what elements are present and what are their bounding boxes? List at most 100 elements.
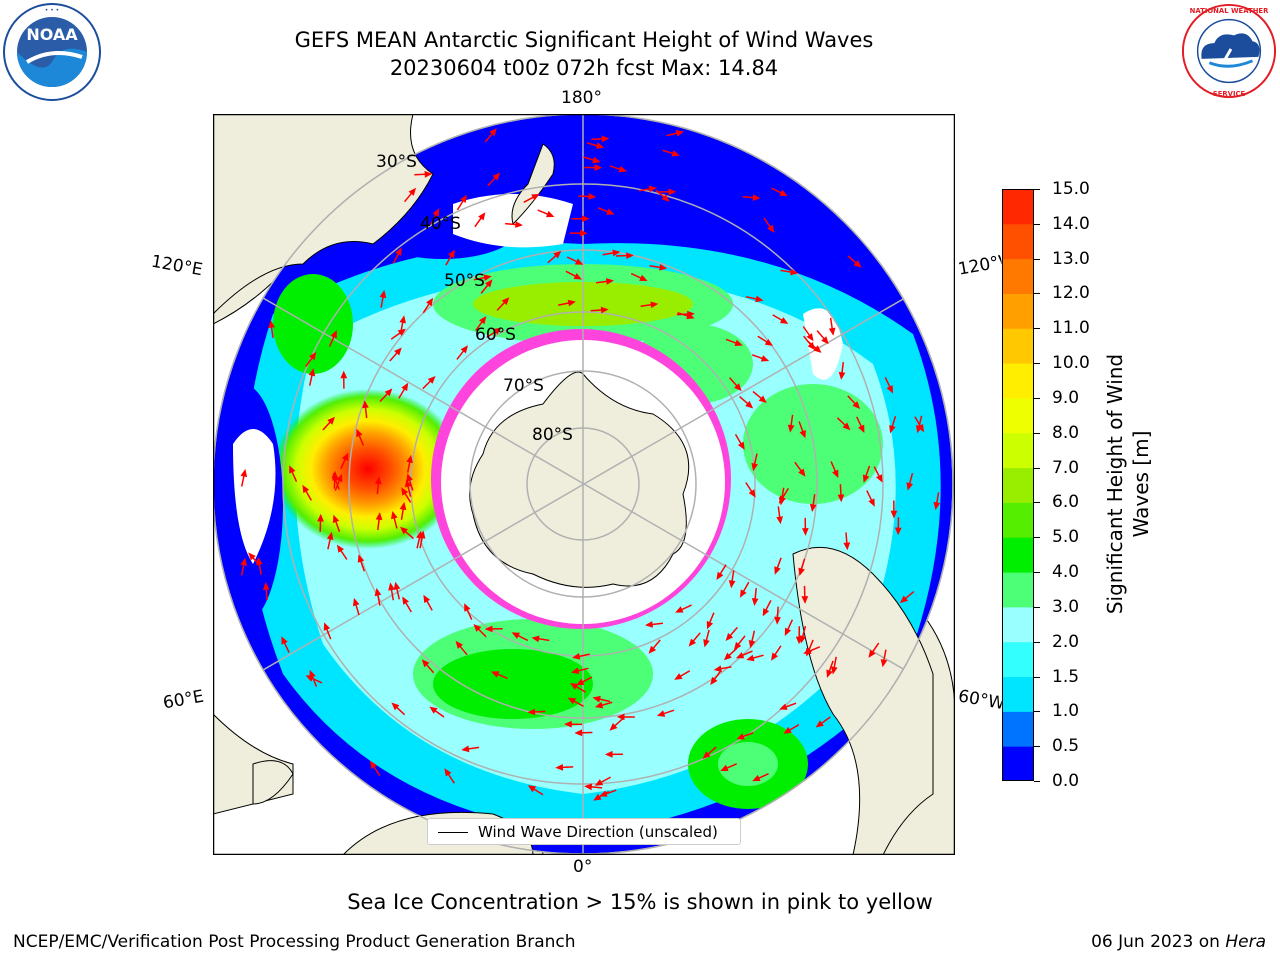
wind-arrow-head — [423, 594, 431, 603]
wind-arrow-head — [675, 130, 684, 137]
wind-arrow-head — [852, 401, 861, 409]
legend-entry: Wind Wave Direction (unscaled) — [478, 823, 718, 841]
wind-arrow-head — [807, 342, 816, 351]
wind-arrow-head — [432, 208, 440, 217]
wind-arrow-head — [485, 279, 493, 288]
colorbar-tick-mark — [1034, 467, 1040, 469]
wind-arrow-head — [572, 653, 581, 660]
wind-arrow-head — [862, 474, 870, 483]
footer-credit: NCEP/EMC/Verification Post Processing Pr… — [13, 932, 576, 952]
wind-arrow-head — [393, 581, 401, 590]
wind-arrow-head — [460, 345, 468, 354]
wind-arrow-head — [515, 221, 523, 228]
wind-arrow-head — [483, 274, 492, 281]
wind-arrow-head — [404, 479, 412, 488]
wind-arrow-head — [426, 297, 434, 307]
wind-arrow-head — [600, 306, 609, 314]
colorbar-tick-label: 4.0 — [1052, 562, 1080, 583]
colorbar-band — [1002, 676, 1034, 712]
wind-arrow-head — [868, 649, 876, 658]
wind-arrow-head — [399, 501, 407, 511]
colorbar-band — [1002, 467, 1034, 503]
wind-arrow-head — [397, 328, 406, 336]
wind-arrow-head — [626, 252, 634, 259]
wind-arrow-head — [584, 783, 593, 791]
wind-arrow-head — [240, 468, 248, 478]
wind-arrow-head — [853, 260, 862, 268]
wind-arrow-head — [309, 669, 316, 679]
lon-label-60w: 60°W — [956, 686, 1004, 714]
wind-arrow-head — [581, 215, 590, 223]
wind-arrow-head — [710, 676, 718, 686]
wind-arrow-head — [484, 625, 493, 633]
colorbar-tick-mark — [1034, 189, 1040, 190]
wind-arrow-head — [424, 170, 433, 178]
wind-arrow-head — [461, 745, 470, 753]
wind-arrow-head — [289, 465, 296, 474]
lon-label-120e: 120°E — [149, 251, 205, 281]
wind-arrow-head — [341, 452, 349, 461]
wind-arrow-head — [609, 723, 618, 731]
wind-arrow-head — [868, 498, 875, 507]
wind-arrow-head — [639, 274, 648, 281]
wind-arrow-head — [774, 566, 781, 575]
wind-arrow-head — [746, 654, 755, 662]
wind-arrow-head — [779, 317, 789, 324]
wind-arrow-head — [612, 249, 621, 257]
map-frame — [213, 114, 955, 855]
colorbar-band — [1002, 606, 1034, 643]
wind-arrow-head — [648, 185, 657, 193]
wind-arrow-head — [806, 333, 814, 342]
colorbar-band — [1002, 711, 1034, 747]
wind-arrow-head — [317, 513, 324, 522]
lat-label-30s: 30°S — [376, 152, 417, 172]
lat-label-60s: 60°S — [475, 325, 516, 345]
colorbar-tick-label: 9.0 — [1052, 387, 1080, 408]
colorbar-tick-mark — [1034, 258, 1040, 260]
wind-arrow-head — [739, 589, 747, 598]
wind-arrow-head — [752, 774, 761, 782]
svg-text:NATIONAL WEATHER: NATIONAL WEATHER — [1190, 7, 1270, 15]
wind-arrow-head — [890, 510, 898, 519]
colorbar-band — [1002, 641, 1034, 678]
wind-arrow-head — [606, 208, 615, 215]
wind-arrow-head — [671, 150, 680, 157]
wind-arrow-head — [357, 554, 365, 563]
colorbar-tick-label: 0.0 — [1052, 771, 1080, 791]
wind-arrow-head — [735, 652, 745, 659]
wind-arrow-head — [843, 542, 851, 551]
colorbar-band — [1002, 746, 1034, 781]
colorbar-band — [1002, 363, 1034, 399]
wind-arrow-head — [240, 557, 247, 566]
antarctica — [431, 329, 731, 629]
wind-arrow-head — [492, 172, 501, 181]
lat-label-40s: 40°S — [420, 214, 461, 234]
wind-arrow-head — [813, 345, 822, 353]
colorbar-tick-mark — [1034, 781, 1040, 782]
wind-arrow-head — [917, 423, 924, 433]
svg-text:SERVICE: SERVICE — [1213, 90, 1246, 98]
wind-arrow-head — [842, 422, 851, 431]
wind-arrow-head — [650, 301, 659, 309]
wind-arrow-head — [762, 608, 770, 617]
wind-arrow-head — [308, 368, 316, 377]
lon-label-120w: 120°W — [956, 252, 1004, 280]
wind-arrow-head — [745, 400, 754, 409]
wind-arrow-head — [675, 606, 684, 613]
wind-arrow-head — [527, 785, 537, 793]
wind-arrow-head — [429, 706, 438, 714]
wind-arrow-head — [564, 720, 572, 728]
colorbar-tick-mark — [1034, 711, 1040, 713]
wind-arrow-head — [379, 289, 387, 299]
wind-arrow-head — [790, 268, 799, 276]
wind-arrow-head — [767, 224, 775, 233]
wind-arrow-head — [588, 193, 597, 200]
wind-arrow-head — [668, 188, 677, 196]
wind-arrow-head — [838, 371, 846, 380]
wind-arrow-head — [332, 514, 340, 524]
colorbar-tick-mark — [1034, 432, 1040, 434]
wind-arrow-head — [702, 751, 711, 759]
wind-arrow-head — [281, 636, 288, 645]
wind-arrow-head — [594, 164, 603, 171]
wind-arrow-head — [832, 469, 839, 478]
